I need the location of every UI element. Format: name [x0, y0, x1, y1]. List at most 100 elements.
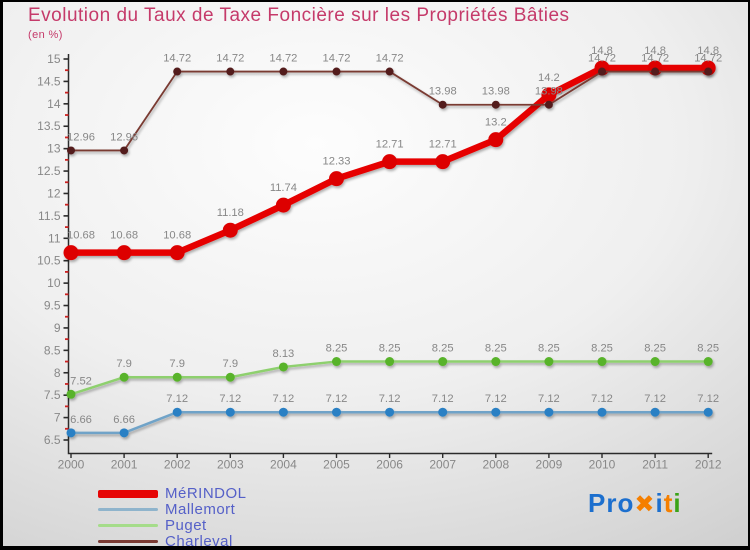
logo-letter: i: [655, 488, 664, 518]
data-point: [382, 154, 398, 170]
data-point: [435, 154, 451, 170]
data-point-label: 14.8: [697, 45, 719, 57]
proxiti-logo[interactable]: Pro✖iti: [588, 488, 682, 519]
data-point: [119, 372, 129, 382]
logo-letter: i: [673, 488, 682, 518]
data-point: [544, 357, 554, 367]
data-point-label: 14.72: [163, 53, 191, 65]
data-point-label: 11.74: [270, 182, 297, 194]
data-point: [275, 197, 291, 213]
x-tick-label: 2001: [111, 458, 138, 472]
data-point: [650, 407, 660, 417]
data-point: [438, 407, 448, 417]
data-point-label: 13.98: [535, 86, 563, 98]
series-layer: [63, 60, 716, 438]
y-tick-label: 11: [48, 231, 61, 245]
data-point: [650, 357, 660, 367]
data-point-label: 14.8: [591, 45, 613, 57]
data-point: [541, 87, 557, 103]
y-tick-label: 10.5: [37, 254, 61, 268]
legend-label: Charleval: [165, 533, 233, 550]
data-point-label: 7.9: [223, 358, 239, 370]
series-puget: [66, 357, 713, 399]
data-point-label: 14.72: [588, 53, 616, 65]
series-charleval: [67, 67, 713, 155]
data-point-label: 7.12: [538, 393, 560, 405]
data-labels-layer: 6.66 6.66 7.12 7.12 7.12 7.12 7.12 7.12 7.12 7.12…: [67, 45, 722, 426]
data-point: [172, 372, 182, 382]
data-point: [544, 407, 554, 417]
data-point-label: 14.72: [323, 53, 351, 65]
data-point-label: 7.12: [591, 393, 613, 405]
data-point-label: 7.12: [432, 393, 454, 405]
data-point-label: 8.25: [485, 343, 507, 355]
data-point: [491, 357, 501, 367]
x-tick-label: 2004: [270, 458, 297, 472]
y-tick-label: 14.5: [37, 74, 61, 88]
legend-item-mallemort: Mallemort: [98, 502, 247, 517]
data-point-label: 6.66: [70, 414, 92, 426]
data-point-label: 12.96: [110, 131, 138, 143]
series-merindol: [63, 60, 716, 261]
data-point-label: 13.98: [429, 86, 457, 98]
data-point: [598, 67, 606, 76]
data-point: [438, 357, 448, 367]
data-point: [332, 67, 341, 76]
data-point-label: 14.72: [641, 53, 669, 65]
data-point-label: 7.9: [169, 358, 185, 370]
data-point: [222, 222, 238, 238]
data-point-label: 8.25: [326, 343, 348, 355]
data-point: [66, 389, 76, 399]
chart-subtitle: (en %): [28, 29, 63, 41]
data-point: [225, 372, 235, 382]
logo-letter: Pro: [588, 488, 635, 518]
data-point: [278, 362, 288, 372]
data-point: [332, 407, 341, 417]
series-line: [70, 360, 709, 396]
x-tick-label: 2009: [536, 458, 563, 472]
data-point-label: 7.52: [70, 375, 92, 387]
data-point: [226, 67, 235, 76]
data-point: [169, 245, 185, 261]
y-tick-label: 13.5: [37, 119, 61, 133]
y-tick-label: 9: [54, 321, 61, 335]
data-point-label: 12.71: [429, 139, 457, 151]
data-point: [116, 245, 132, 261]
data-point-label: 14.72: [269, 53, 297, 65]
data-point: [544, 100, 553, 109]
data-point: [704, 67, 713, 76]
data-point: [278, 407, 288, 417]
x-tick-label: 2000: [58, 458, 85, 472]
x-tick-label: 2005: [323, 458, 350, 472]
data-point: [385, 67, 394, 76]
y-tick-label: 8.5: [44, 343, 61, 357]
data-point-label: 10.68: [110, 230, 138, 242]
legend-swatch: [98, 524, 158, 527]
data-point: [385, 357, 395, 367]
x-tick-label: 2008: [482, 458, 509, 472]
data-point-label: 7.12: [485, 393, 507, 405]
data-point-label: 8.25: [644, 343, 666, 355]
chart-title: Evolution du Taux de Taxe Foncière sur l…: [28, 5, 570, 26]
y-tick-label: 7.5: [44, 388, 61, 402]
data-point-label: 10.68: [163, 230, 191, 242]
data-point-label: 13.98: [482, 86, 510, 98]
data-point-label: 7.12: [273, 393, 295, 405]
axis-lines: [67, 54, 713, 455]
data-point: [703, 407, 713, 417]
data-point: [225, 407, 235, 417]
data-point-label: 10.68: [67, 230, 95, 242]
x-tick-label: 2002: [164, 458, 191, 472]
data-point-label: 7.12: [166, 393, 188, 405]
data-point: [491, 100, 500, 109]
data-point-label: 7.12: [326, 393, 348, 405]
data-point-label: 14.8: [644, 45, 666, 57]
y-tick-label: 9.5: [44, 299, 61, 313]
data-point: [119, 428, 129, 438]
y-tick-label: 13: [47, 142, 61, 156]
y-tick-label: 7: [54, 411, 61, 425]
legend-label: Puget: [165, 517, 207, 534]
y-tick-label: 12: [47, 186, 61, 200]
data-point: [651, 67, 660, 76]
